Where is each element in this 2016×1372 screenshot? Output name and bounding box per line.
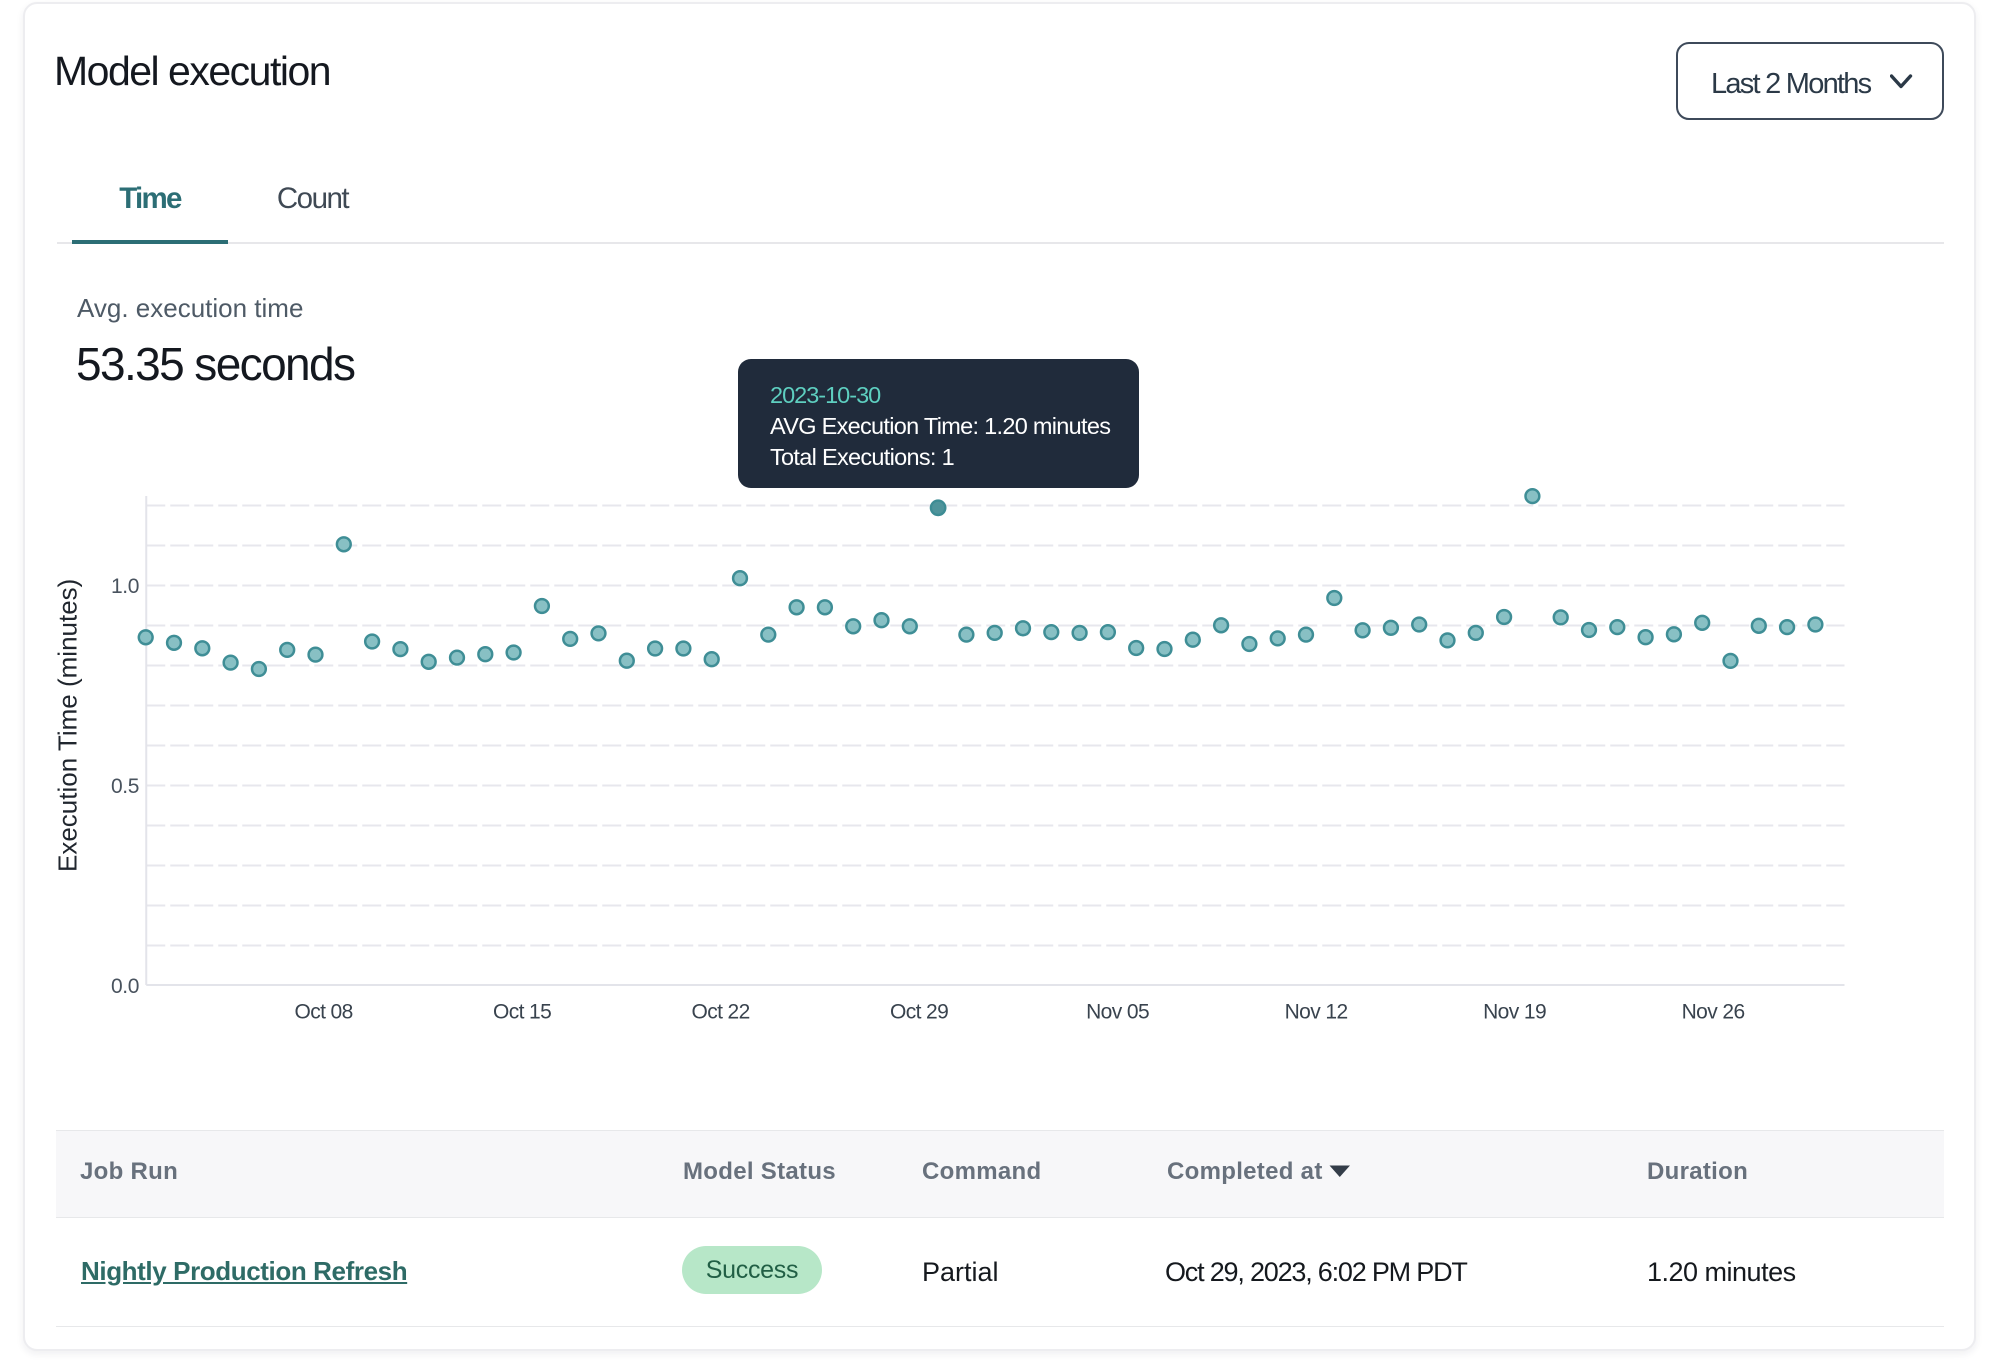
- svg-text:0.0: 0.0: [111, 975, 139, 998]
- svg-text:Nov 05: Nov 05: [1086, 1001, 1149, 1024]
- svg-text:Execution Time (minutes): Execution Time (minutes): [56, 579, 83, 872]
- svg-text:1.0: 1.0: [111, 575, 139, 598]
- svg-text:0.5: 0.5: [111, 775, 139, 798]
- svg-text:Oct 15: Oct 15: [493, 1001, 551, 1024]
- svg-text:Oct 08: Oct 08: [294, 1001, 352, 1024]
- svg-text:Nov 26: Nov 26: [1682, 1001, 1745, 1024]
- svg-text:Nov 12: Nov 12: [1285, 1001, 1348, 1024]
- svg-text:Oct 29: Oct 29: [890, 1001, 948, 1024]
- svg-text:Nov 19: Nov 19: [1483, 1001, 1546, 1024]
- svg-text:Oct 22: Oct 22: [691, 1001, 749, 1024]
